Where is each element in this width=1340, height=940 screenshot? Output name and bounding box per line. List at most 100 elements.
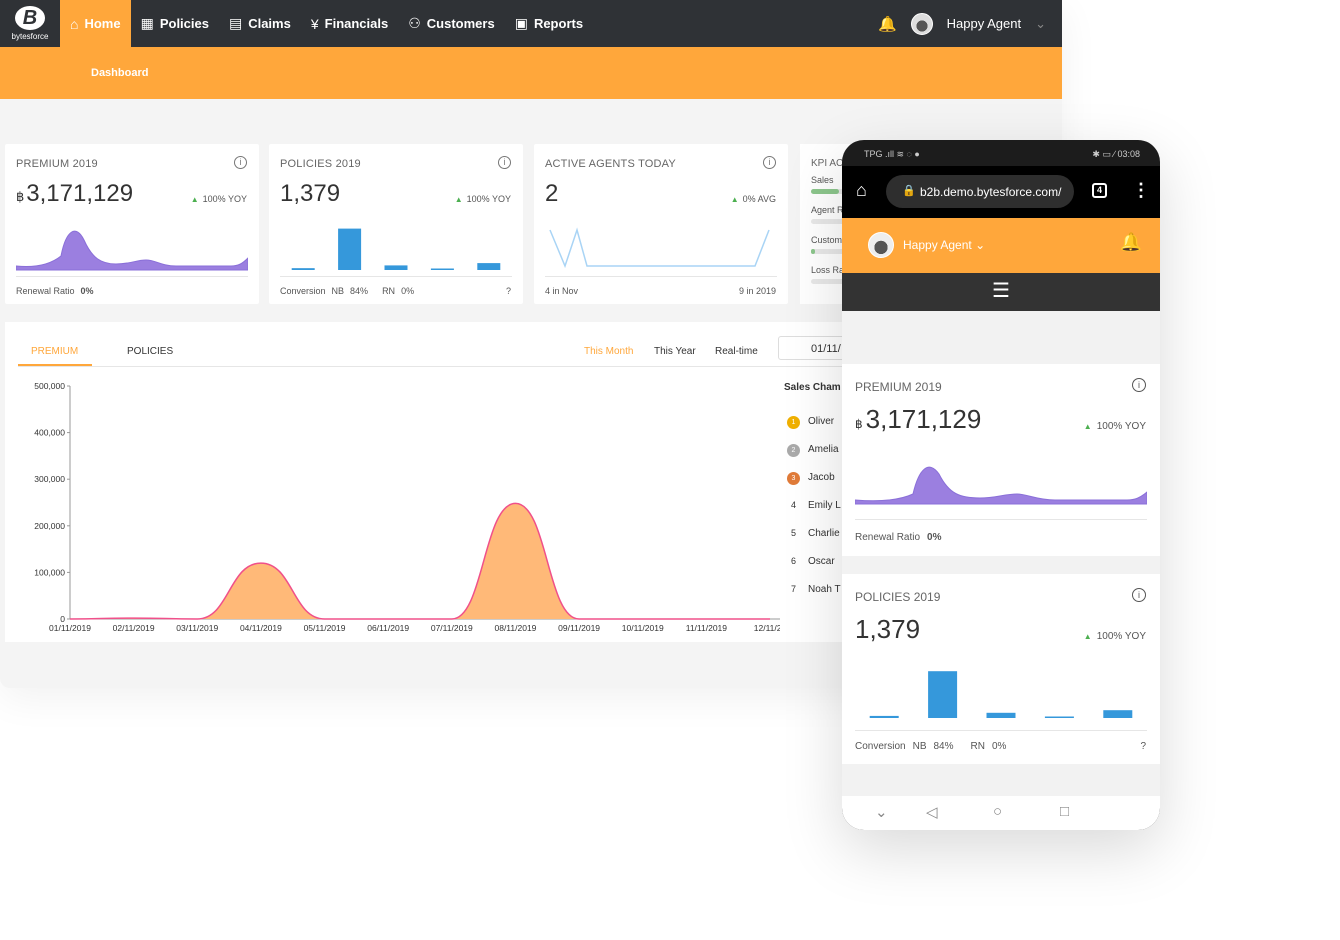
users-icon: ⚇ [408, 15, 421, 31]
home-icon: ⌂ [70, 15, 79, 32]
range-this-year[interactable]: This Year [654, 346, 696, 357]
card-footer-left: 4 in Nov [545, 286, 579, 296]
subnav-dashboard[interactable]: Dashboard [91, 67, 149, 79]
premium-chart-panel: PREMIUM POLICIES This Month This Year Re… [5, 322, 868, 642]
avatar[interactable] [868, 232, 894, 258]
agent-name: Charlie [808, 528, 840, 539]
bar [928, 671, 958, 718]
mobile-device: TPG .ıll ≋ ◌ ● ✱ ▭ ∕ 03:08 ⌂ 🔒 b2b.demo.b… [842, 140, 1160, 830]
avatar[interactable] [910, 12, 933, 35]
back-icon[interactable]: ◁ [926, 804, 938, 821]
agents-line-chart [549, 227, 770, 269]
nav-home[interactable]: ⌂ Home [60, 0, 131, 47]
recents-icon[interactable]: □ [1060, 803, 1070, 820]
bell-icon[interactable]: 🔔 [877, 15, 897, 33]
card-title: ACTIVE AGENTS TODAY [545, 158, 676, 170]
more-menu-icon[interactable]: ⋮ [1132, 180, 1150, 200]
agent-name: Oliver [808, 416, 835, 427]
trend-up-icon: ▲ [730, 195, 739, 204]
bar [291, 268, 315, 270]
logo-text: bytesforce [11, 32, 49, 41]
card-footer: Renewal Ratio 0% [855, 532, 942, 543]
nav-customers[interactable]: ⚇ Customers [398, 0, 504, 47]
agent-name: Noah T [808, 584, 841, 595]
bar [869, 715, 899, 718]
x-tick-label: 11/11/2019 [686, 623, 728, 633]
nav-right: 🔔 Happy Agent ⌄ [877, 12, 1062, 35]
bar [1103, 710, 1133, 718]
nav-label: Home [84, 16, 121, 31]
card-trend: ▲ 0% AVG [731, 194, 776, 204]
card-title: POLICIES 2019 [280, 158, 361, 170]
table-icon: ▦ [140, 15, 154, 31]
help-icon[interactable]: ? [505, 286, 511, 296]
range-this-month[interactable]: This Month [584, 346, 634, 357]
ranking-row[interactable]: 5 Charlie [787, 528, 840, 539]
active-tab-indicator [18, 364, 92, 366]
premium-card: PREMIUM 2019 i ฿3,171,129 ▲ 100% YOY Rene… [5, 144, 259, 304]
agent-name: Jacob [808, 472, 835, 483]
home-circle-icon[interactable]: ○ [993, 803, 1003, 820]
nav-label: Claims [248, 16, 291, 31]
nav-label: Financials [324, 16, 389, 31]
ranking-row[interactable]: 2 Amelia [787, 444, 839, 457]
url-bar[interactable]: 🔒 b2b.demo.bytesforce.com/ [886, 175, 1074, 208]
nav-policies[interactable]: ▦ Policies [131, 0, 219, 47]
kpi-label: Custom [811, 235, 843, 245]
ranking-row[interactable]: 4 Emily L [787, 500, 841, 511]
ranking-row[interactable]: 7 Noah T [787, 584, 841, 595]
card-trend: ▲ 100% YOY [1084, 421, 1146, 432]
trend-text: 100% YOY [466, 194, 511, 204]
tab-premium[interactable]: PREMIUM [31, 346, 79, 357]
nav-reports[interactable]: ▣ Reports [505, 0, 593, 47]
bar [1044, 716, 1074, 718]
rank-number: 7 [790, 584, 796, 594]
chevron-down-icon[interactable]: ⌄ [875, 804, 888, 821]
kpi-bar [811, 279, 851, 284]
bar [986, 712, 1016, 718]
premium-area-chart: 0 100,000 200,000 300,000 400,000 500,000 01/1… [34, 381, 780, 633]
card-title: PREMIUM 2019 [16, 158, 98, 170]
bar [477, 263, 501, 270]
sub-navigation: Dashboard [0, 47, 1062, 99]
range-real-time[interactable]: Real-time [715, 346, 758, 357]
ranking-row[interactable]: 6 Oscar [787, 556, 835, 567]
mobile-user[interactable]: Happy Agent ⌄ [903, 238, 985, 252]
tab-policies[interactable]: POLICIES [127, 346, 174, 357]
bar [338, 228, 362, 270]
agent-name: Amelia [808, 444, 839, 455]
x-tick-label: 08/11/2019 [494, 623, 536, 633]
url-text: b2b.demo.bytesforce.com/ [920, 185, 1062, 199]
nav-claims[interactable]: ▤ Claims [219, 0, 301, 47]
ranking-row[interactable]: 3 Jacob [787, 472, 835, 485]
bell-icon[interactable]: 🔔 [1119, 232, 1142, 252]
nav-financials[interactable]: ¥ Financials [301, 0, 398, 47]
hamburger-menu-icon[interactable]: ☰ [842, 273, 1160, 311]
report-icon: ▣ [514, 15, 528, 31]
trend-text: 100% YOY [1096, 421, 1146, 432]
user-name[interactable]: Happy Agent [946, 16, 1022, 31]
medal-icon: 2 [787, 444, 800, 457]
x-tick-label: 12/11/20 [754, 623, 780, 633]
ranking-row[interactable]: 1 Oliver [787, 416, 834, 429]
card-title: KPI AC [811, 158, 844, 169]
brand-logo[interactable]: B bytesforce [0, 0, 60, 47]
browser-bar: ⌂ 🔒 b2b.demo.bytesforce.com/ 4 ⋮ [842, 166, 1160, 218]
chevron-down-icon: ⌄ [975, 238, 986, 252]
info-icon[interactable]: i [234, 156, 247, 169]
y-tick-label: 400,000 [34, 428, 65, 438]
mobile-policies-card: POLICIES 2019 i 1,379 ▲ 100% YOY Conversi… [842, 574, 1160, 764]
sales-champion-title: Sales Cham [784, 382, 841, 393]
help-icon[interactable]: ? [1140, 741, 1146, 752]
card-footer-right: 9 in 2019 [738, 286, 776, 296]
info-icon[interactable]: i [763, 156, 776, 169]
kpi-label: Loss Ra [811, 265, 845, 275]
nav-label: Policies [159, 16, 209, 31]
tabs-count-icon[interactable]: 4 [1092, 183, 1107, 198]
info-icon[interactable]: i [1132, 378, 1146, 392]
user-name: Happy Agent [903, 238, 972, 252]
chevron-down-icon[interactable]: ⌄ [1035, 15, 1046, 31]
info-icon[interactable]: i [498, 156, 511, 169]
info-icon[interactable]: i [1132, 588, 1146, 602]
home-icon[interactable]: ⌂ [856, 180, 867, 200]
